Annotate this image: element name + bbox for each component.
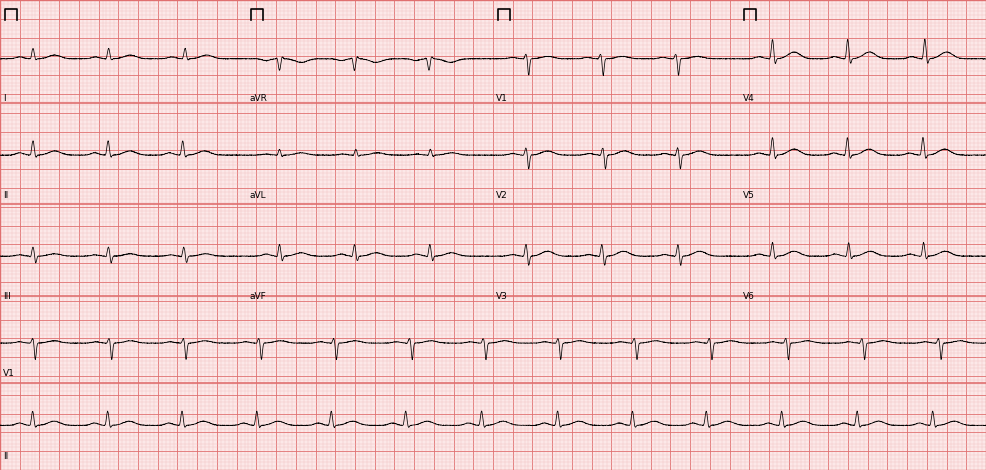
Text: V2: V2 <box>496 191 508 200</box>
Text: V1: V1 <box>3 369 15 378</box>
Text: V6: V6 <box>742 292 754 301</box>
Text: V3: V3 <box>496 292 508 301</box>
Text: II: II <box>3 191 8 200</box>
Text: V1: V1 <box>496 94 508 103</box>
Text: aVR: aVR <box>249 94 267 103</box>
Text: V5: V5 <box>742 191 754 200</box>
Text: I: I <box>3 94 6 103</box>
Text: aVL: aVL <box>249 191 266 200</box>
Text: II: II <box>3 452 8 461</box>
Text: V4: V4 <box>742 94 754 103</box>
Text: aVF: aVF <box>249 292 266 301</box>
Text: III: III <box>3 292 11 301</box>
